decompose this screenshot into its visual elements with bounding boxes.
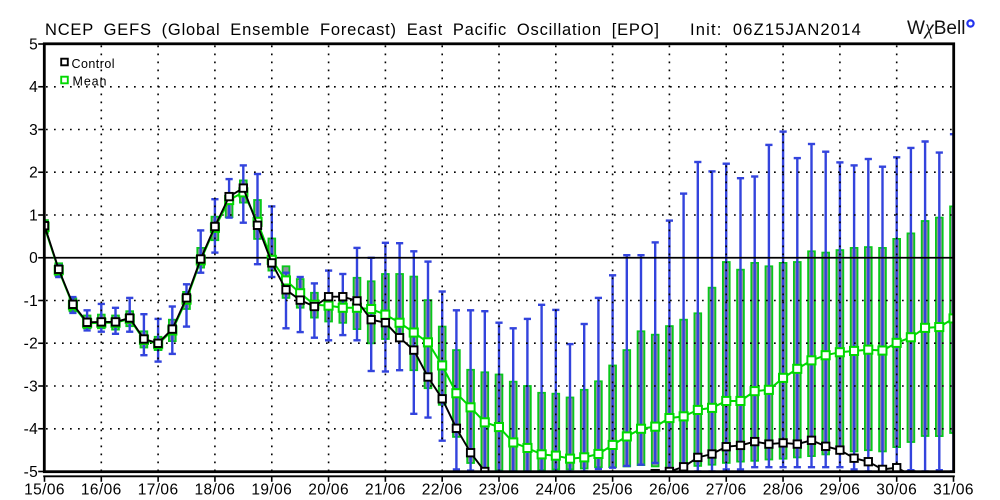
- svg-text:19/06: 19/06: [251, 482, 292, 499]
- svg-text:21/06: 21/06: [365, 482, 406, 499]
- svg-text:27/06: 27/06: [706, 482, 747, 499]
- svg-text:Control: Control: [72, 57, 115, 71]
- svg-text:Init: 06Z15JAN2014: Init: 06Z15JAN2014: [690, 21, 862, 39]
- svg-text:-1: -1: [24, 293, 38, 310]
- svg-text:20/06: 20/06: [308, 482, 349, 499]
- svg-text:29/06: 29/06: [820, 482, 861, 499]
- svg-text:0: 0: [29, 250, 38, 267]
- svg-text:1: 1: [29, 207, 38, 224]
- svg-text:4: 4: [29, 79, 38, 96]
- svg-text:18/06: 18/06: [195, 482, 236, 499]
- svg-text:25/06: 25/06: [592, 482, 633, 499]
- svg-text:22/06: 22/06: [422, 482, 463, 499]
- svg-text:-5: -5: [24, 464, 38, 481]
- svg-text:24/06: 24/06: [535, 482, 576, 499]
- svg-text:31/06: 31/06: [933, 482, 974, 499]
- svg-text:3: 3: [29, 122, 38, 139]
- svg-text:-4: -4: [24, 421, 38, 438]
- svg-text:17/06: 17/06: [138, 482, 179, 499]
- svg-text:NCEP GEFS (Global Ensemble For: NCEP GEFS (Global Ensemble Forecast) Eas…: [45, 21, 660, 39]
- svg-text:-3: -3: [24, 378, 38, 395]
- svg-text:30/06: 30/06: [876, 482, 917, 499]
- svg-text:28/06: 28/06: [763, 482, 804, 499]
- svg-text:Mean: Mean: [73, 74, 108, 88]
- svg-text:5: 5: [29, 36, 38, 53]
- svg-text:WχBell: WχBell: [907, 17, 965, 39]
- svg-text:23/06: 23/06: [479, 482, 520, 499]
- svg-text:-2: -2: [24, 336, 38, 353]
- svg-text:2: 2: [29, 165, 38, 182]
- svg-text:15/06: 15/06: [24, 482, 65, 499]
- svg-text:16/06: 16/06: [81, 482, 122, 499]
- svg-text:26/06: 26/06: [649, 482, 690, 499]
